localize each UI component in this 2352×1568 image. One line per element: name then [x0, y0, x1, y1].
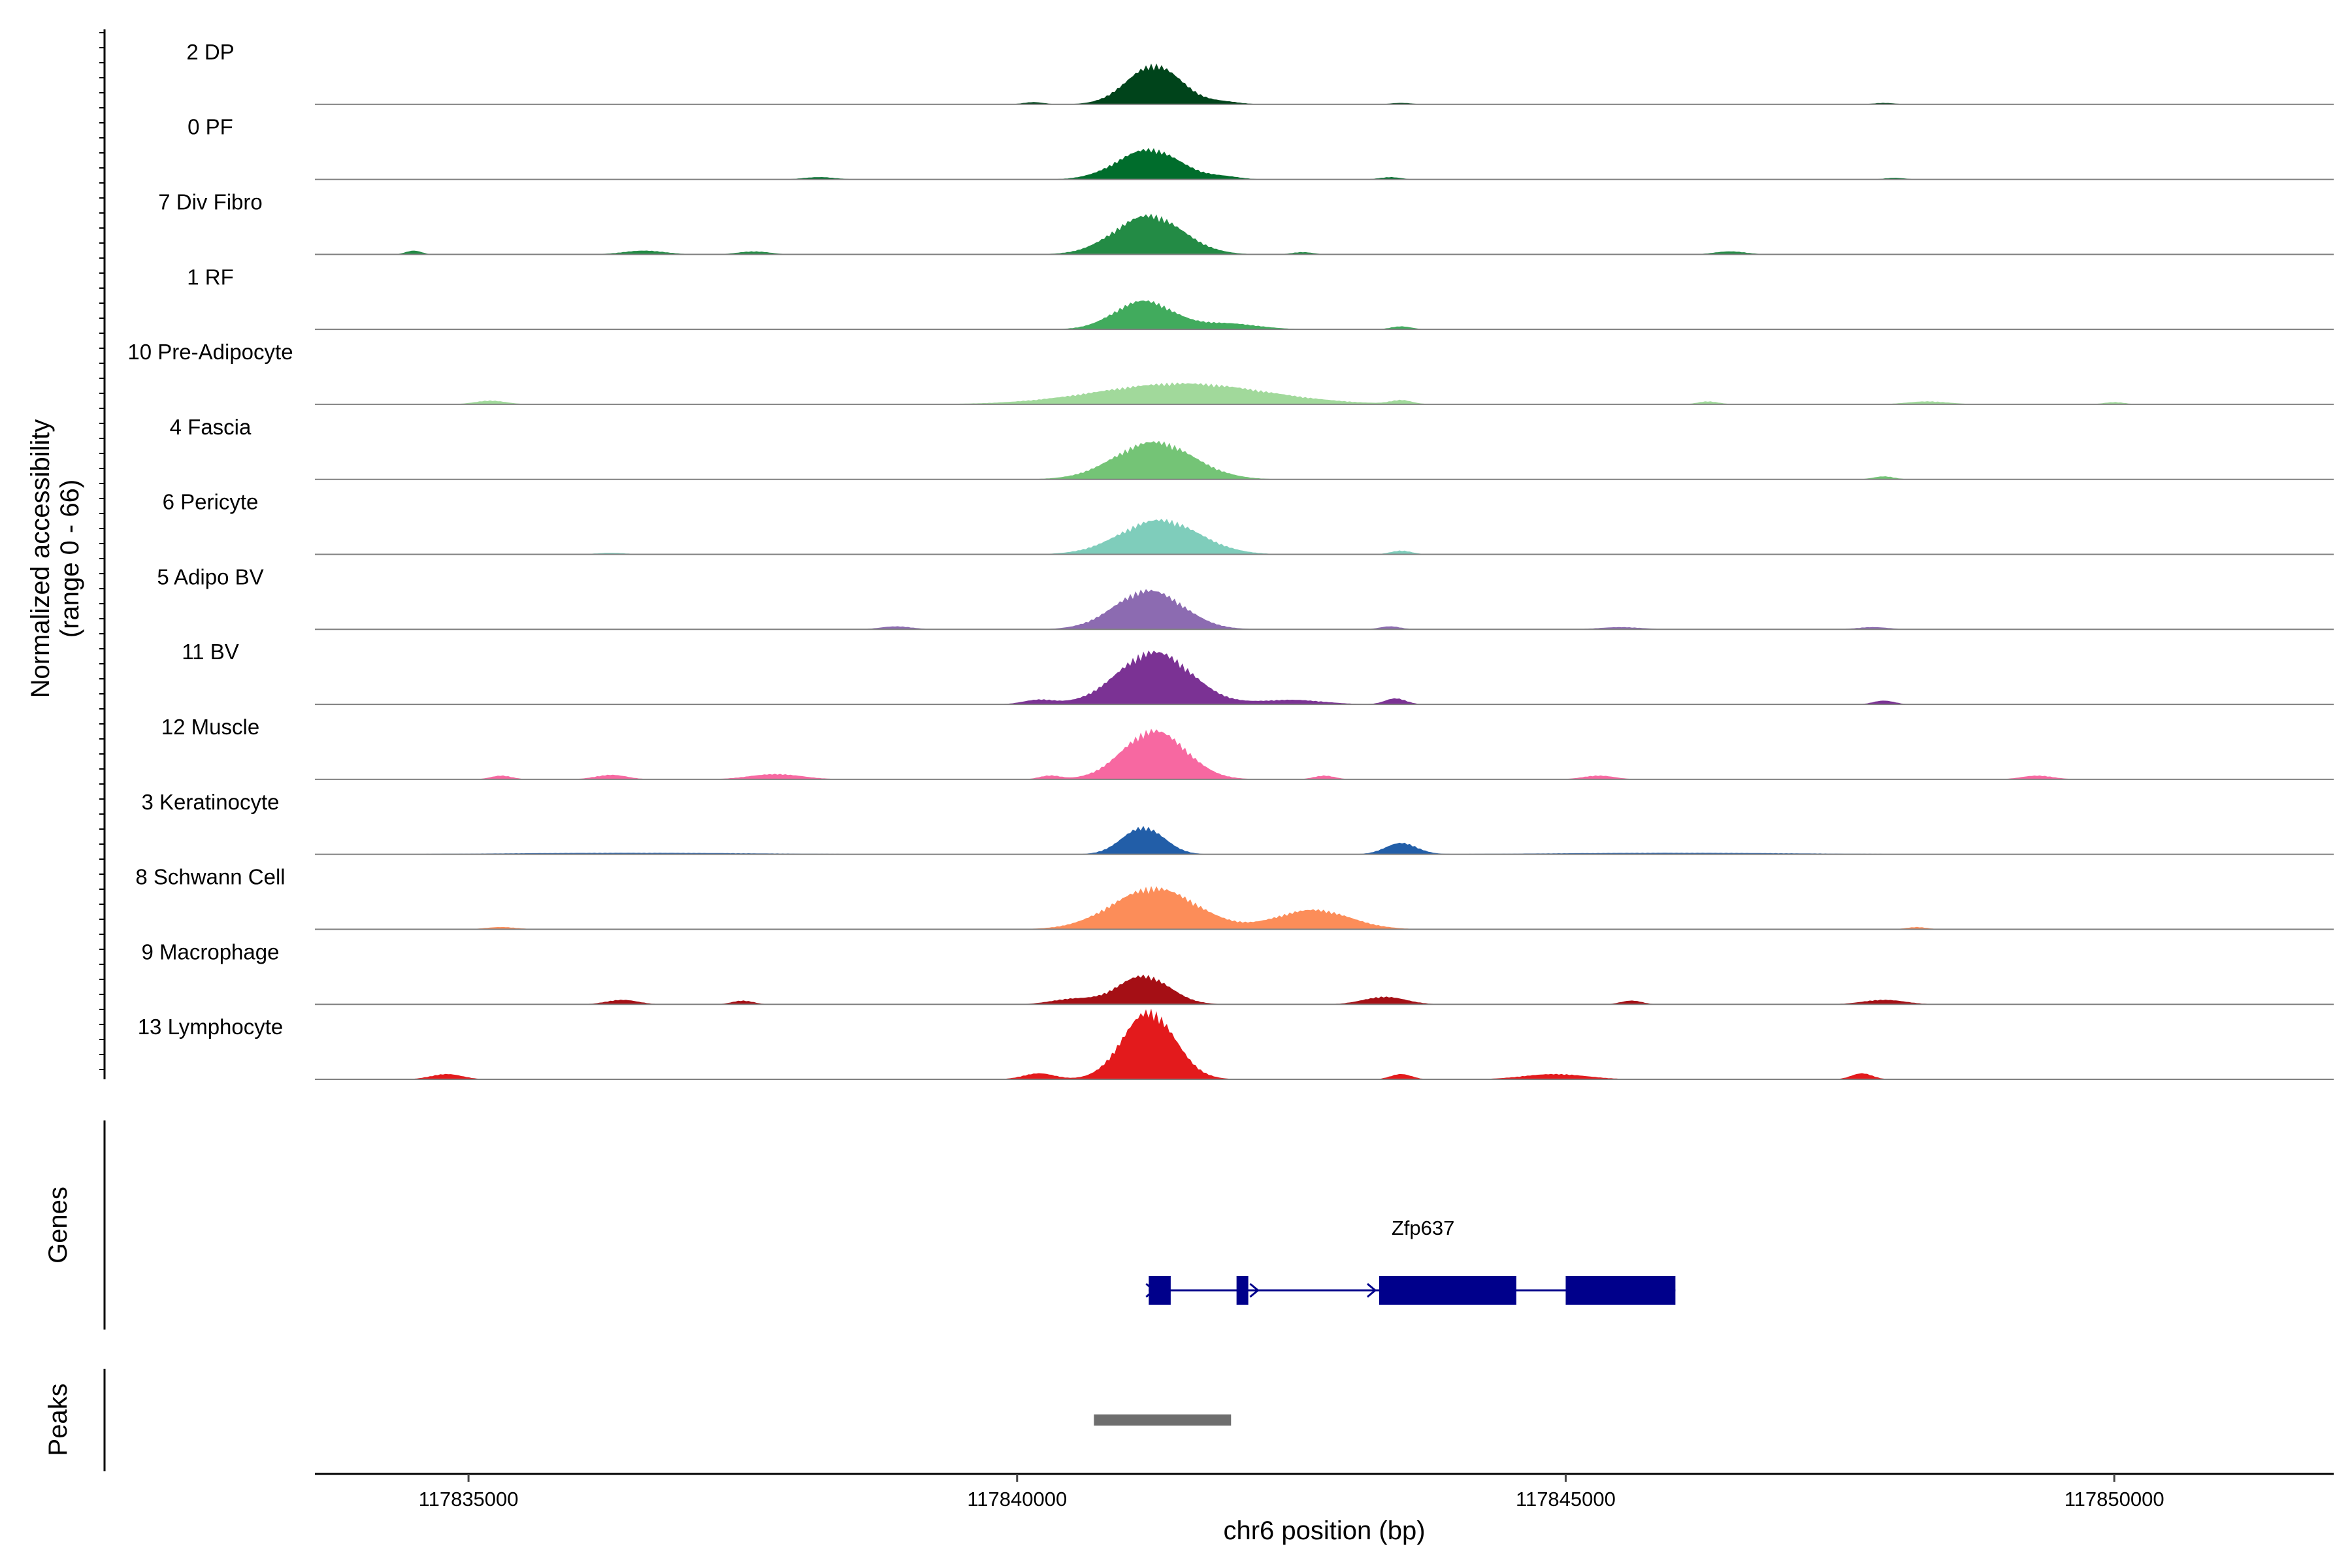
coverage-area	[315, 728, 2334, 779]
coverage-track: 11 BV	[182, 640, 2334, 706]
track-label: 1 RF	[187, 265, 234, 289]
coverage-track: 13 Lymphocyte	[138, 1008, 2334, 1080]
gene-name: Zfp637	[1392, 1217, 1455, 1239]
track-label: 4 Fascia	[170, 415, 252, 439]
track-label: 9 Macrophage	[142, 939, 280, 964]
coverage-track: 12 Muscle	[161, 715, 2334, 780]
coverage-area	[315, 214, 2334, 255]
coverage-track: 6 Pericyte	[163, 490, 2334, 555]
coverage-track: 3 Keratinocyte	[142, 790, 2334, 855]
coverage-area	[315, 440, 2334, 480]
coverage-area	[315, 519, 2334, 555]
coverage-track: 8 Schwann Cell	[135, 865, 2334, 930]
peaks-label: Peaks	[44, 1383, 73, 1456]
coverage-track: 7 Div Fibro	[158, 189, 2334, 255]
coverage-ylabel-line1: Normalized accessibility	[26, 419, 55, 698]
gene-exon	[1236, 1276, 1249, 1305]
strand-arrow	[1249, 1282, 1260, 1298]
track-label: 2 DP	[186, 40, 234, 64]
track-label: 12 Muscle	[161, 715, 259, 739]
coverage-area	[315, 650, 2334, 705]
genes-label: Genes	[44, 1186, 73, 1264]
coverage-area	[315, 1008, 2334, 1079]
coverage-area	[315, 300, 2334, 330]
x-axis-title: chr6 position (bp)	[1223, 1516, 1425, 1545]
coverage-track: 1 RF	[187, 265, 2334, 331]
gene-exon	[1149, 1276, 1171, 1305]
coverage-track: 0 PF	[188, 115, 2334, 180]
track-label: 10 Pre-Adipocyte	[127, 340, 293, 364]
gene-model: Zfp637	[1145, 1217, 1676, 1305]
peaks-track	[1094, 1414, 1232, 1426]
track-label: 8 Schwann Cell	[135, 865, 285, 889]
track-label: 6 Pericyte	[163, 490, 259, 514]
coverage-area	[315, 974, 2334, 1005]
x-axis-ticks: 117835000 117840000 117845000 117850000	[419, 1474, 2164, 1511]
track-label: 3 Keratinocyte	[142, 790, 280, 814]
peak-bar	[1094, 1414, 1232, 1426]
coverage-area	[315, 63, 2334, 105]
coverage-tracks: 2 DP 0 PF 7 Div Fibro 1 RF 10 Pre-Adipocyte 4…	[127, 40, 2334, 1080]
x-tick-label: 117840000	[967, 1488, 1067, 1511]
coverage-area	[315, 826, 2334, 855]
track-label: 7 Div Fibro	[158, 189, 263, 214]
coverage-area	[315, 886, 2334, 930]
coverage-track: 9 Macrophage	[142, 939, 2334, 1005]
gene-exon	[1379, 1276, 1516, 1305]
x-tick-label: 117845000	[1516, 1488, 1616, 1511]
coverage-ylabel-line2: (range 0 - 66)	[56, 480, 84, 638]
coverage-track: 2 DP	[186, 40, 2334, 105]
x-tick-label: 117835000	[419, 1488, 519, 1511]
coverage-area	[315, 148, 2334, 180]
coverage-area	[315, 382, 2334, 404]
coverage-track: 4 Fascia	[170, 415, 2334, 480]
track-label: 13 Lymphocyte	[138, 1015, 284, 1039]
genes-track: Zfp637	[1145, 1217, 1676, 1305]
track-label: 5 Adipo BV	[157, 564, 263, 589]
coverage-track: 5 Adipo BV	[157, 564, 2334, 630]
x-tick-label: 117850000	[2065, 1488, 2164, 1511]
coverage-track: 10 Pre-Adipocyte	[127, 340, 2334, 405]
coverage-area	[315, 589, 2334, 630]
strand-arrow	[1367, 1282, 1377, 1298]
coverage-y-axis-ticks	[99, 32, 105, 1070]
gene-exon	[1565, 1276, 1676, 1305]
track-label: 0 PF	[188, 115, 233, 139]
track-label: 11 BV	[182, 640, 238, 664]
